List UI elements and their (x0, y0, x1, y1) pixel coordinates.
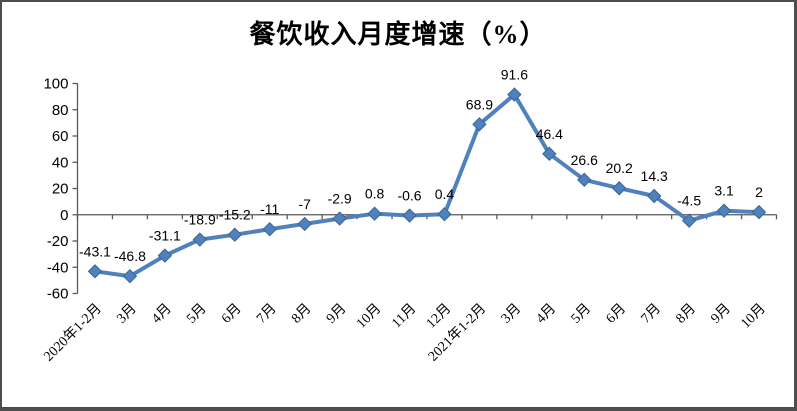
y-tick-label: -40 (47, 259, 69, 276)
data-point-label: 0.4 (435, 186, 455, 202)
data-point-label: -0.6 (397, 188, 421, 204)
x-tick-label: 8月 (673, 301, 699, 327)
x-tick-label: 10月 (738, 301, 769, 332)
data-point-marker (437, 207, 452, 222)
x-tick-label: 8月 (288, 301, 314, 327)
data-point-marker (507, 87, 522, 102)
x-tick-label: 4月 (149, 301, 175, 327)
data-point-marker (402, 208, 417, 223)
x-tick-label: 4月 (533, 301, 559, 327)
data-point-label: 68.9 (466, 96, 493, 112)
data-point-marker (542, 146, 557, 162)
data-point-marker (192, 232, 208, 247)
data-point-label: -46.8 (114, 248, 146, 264)
data-line (93, 92, 761, 279)
data-point-marker (577, 172, 592, 188)
y-tick-label: 100 (43, 76, 68, 93)
data-point-marker (262, 221, 277, 237)
data-point-label: 91.6 (501, 67, 528, 83)
data-point-label: -4.5 (677, 193, 701, 209)
data-point-label: -7 (298, 196, 311, 212)
data-point-marker (297, 216, 312, 232)
data-point-label: 0.8 (365, 186, 385, 202)
data-point-label: 2 (755, 184, 763, 200)
y-tick-label: 20 (52, 181, 69, 198)
x-tick-label: 3月 (498, 301, 524, 327)
x-tick-label: 6月 (218, 301, 244, 327)
x-tick-label: 9月 (323, 301, 349, 327)
data-point-label: -43.1 (79, 243, 111, 259)
data-point-label: 14.3 (641, 168, 668, 184)
data-point-marker (87, 264, 103, 279)
data-point-marker (367, 206, 382, 221)
x-tick-label: 12月 (423, 301, 454, 332)
x-tick-label: 10月 (353, 301, 384, 332)
data-point-label: 20.2 (606, 160, 633, 176)
data-point-marker (227, 227, 242, 242)
y-tick-label: 0 (60, 207, 68, 224)
x-tick-label: 5月 (568, 301, 594, 327)
x-tick-label: 5月 (183, 301, 209, 327)
data-point-marker (751, 204, 767, 220)
data-point-label: -11 (260, 201, 279, 217)
data-point-marker (646, 188, 662, 204)
data-point-marker (332, 211, 347, 226)
chart-title: 餐饮收入月度增速（%） (249, 20, 547, 49)
data-point-label: -2.9 (328, 191, 352, 207)
x-tick-label: 9月 (708, 301, 734, 327)
data-point-label: 46.4 (536, 126, 563, 142)
data-point-label: -15.2 (219, 207, 251, 223)
data-point-marker (472, 117, 487, 132)
data-point-label: -18.9 (184, 212, 216, 228)
y-tick-label: -60 (47, 286, 69, 303)
x-tick-label: 3月 (114, 301, 140, 327)
x-tick-label: 2020年1-2月 (41, 301, 105, 365)
data-point-label: 26.6 (571, 152, 598, 168)
data-point-marker (716, 203, 732, 218)
y-tick-label: 60 (52, 128, 69, 145)
x-tick-label: 11月 (389, 301, 420, 332)
data-point-label: 3.1 (714, 183, 734, 199)
x-tick-label: 7月 (638, 301, 664, 327)
y-tick-label: -20 (47, 233, 69, 250)
y-tick-label: 80 (52, 102, 69, 119)
x-tick-label: 7月 (253, 301, 279, 327)
y-tick-label: 40 (52, 154, 69, 171)
data-point-marker (681, 213, 697, 228)
data-point-marker (122, 268, 138, 284)
x-tick-label: 6月 (603, 301, 629, 327)
data-point-label: -31.1 (149, 228, 181, 244)
data-point-marker (612, 181, 627, 196)
data-point-marker (157, 248, 173, 263)
